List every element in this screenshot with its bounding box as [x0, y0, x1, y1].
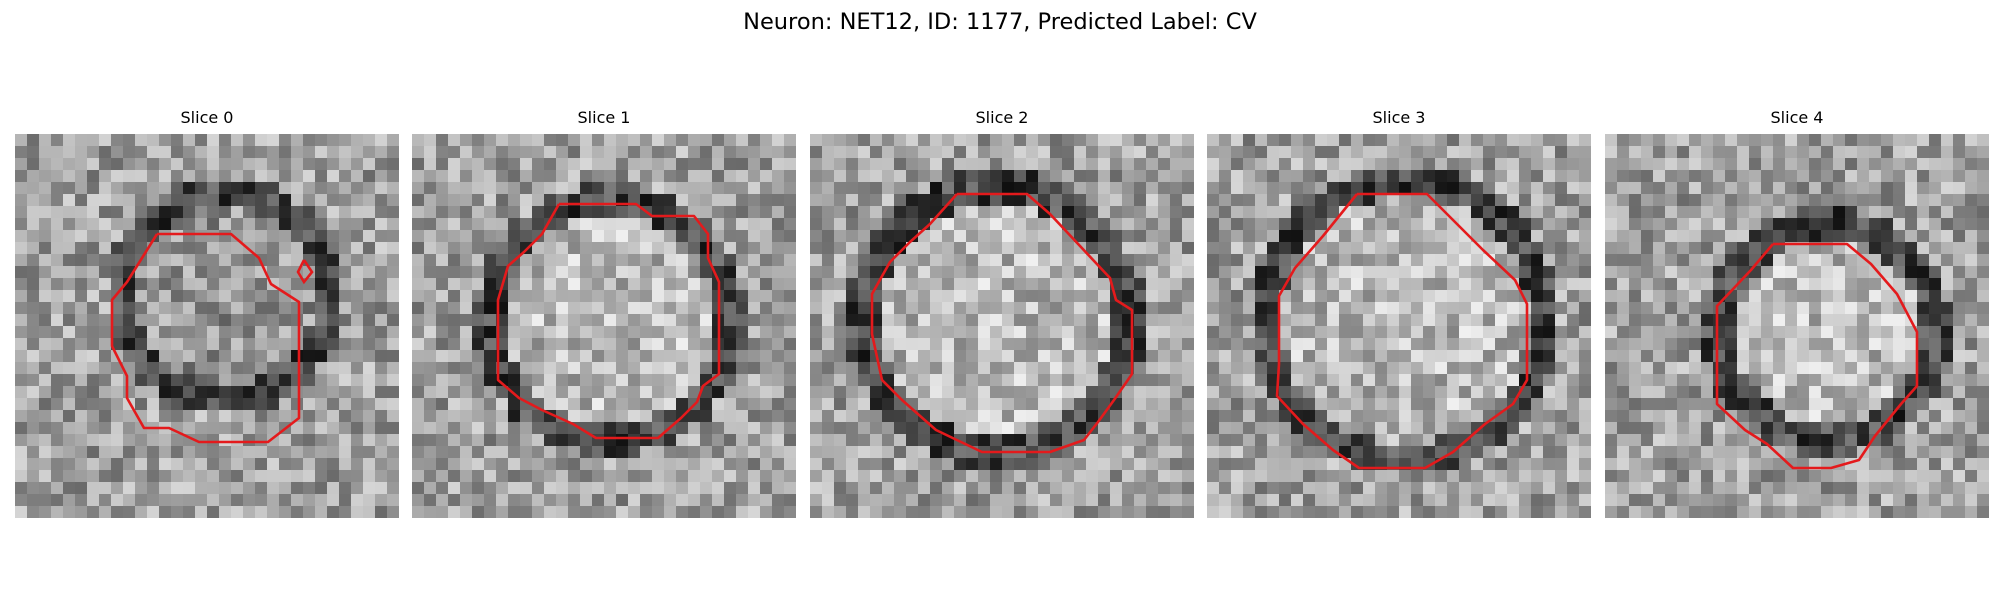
slice-panel-4: Slice 4	[1605, 108, 1989, 518]
slice-title: Slice 3	[1372, 108, 1426, 127]
slice-title: Slice 4	[1770, 108, 1824, 127]
segmentation-contour-loop	[296, 259, 314, 285]
slice-title: Slice 1	[577, 108, 631, 127]
slice-image-3	[1207, 134, 1591, 518]
segmentation-contour	[1275, 192, 1529, 470]
segmentation-contour	[110, 232, 301, 444]
segmentation-contour	[496, 202, 721, 440]
slice-image-0	[15, 134, 399, 518]
slice-panel-2: Slice 2	[810, 108, 1194, 518]
slice-panel-3: Slice 3	[1207, 108, 1591, 518]
slice-title: Slice 2	[975, 108, 1029, 127]
segmentation-contour	[870, 192, 1134, 454]
slice-image-1	[412, 134, 796, 518]
slice-panel-1: Slice 1	[412, 108, 796, 518]
slice-image-2	[810, 134, 1194, 518]
slice-panel-0: Slice 0	[15, 108, 399, 518]
segmentation-contour	[1715, 242, 1919, 470]
figure-title: Neuron: NET12, ID: 1177, Predicted Label…	[743, 9, 1257, 35]
slice-image-4	[1605, 134, 1989, 518]
slice-title: Slice 0	[180, 108, 234, 127]
